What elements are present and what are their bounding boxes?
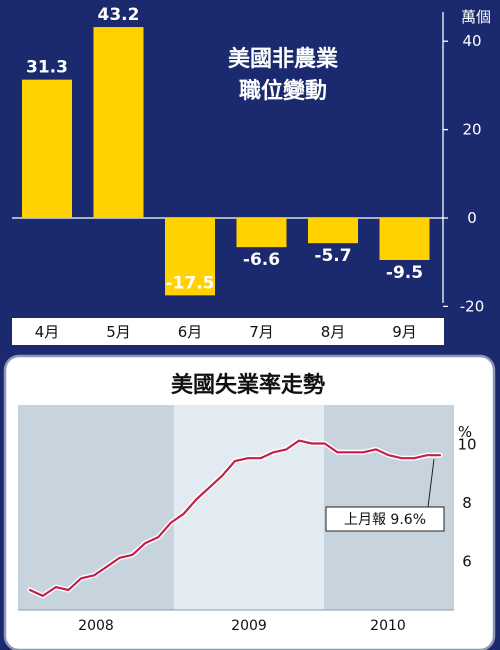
x-axis-year-labels: 2008 2009 2010 [78, 618, 406, 634]
nonfarm-payroll-chart: 美國非農業 職位變動 萬個 40 20 0 -20 31.3 43.2 -17.5 -6.6… [12, 5, 491, 345]
bar-value-label: -17.5 [166, 273, 215, 293]
chart-title-line1: 美國非農業 [228, 46, 339, 72]
category-label: 6月 [178, 323, 203, 341]
bars-group: 31.3 43.2 -17.5 -6.6 -5.7 -9.5 [22, 5, 430, 296]
unemployment-rate-chart: 美國失業率走勢 % 10 8 6 2008 2009 2010 上月報 9.6% [3, 354, 496, 650]
category-label: 4月 [35, 323, 60, 341]
x-year-label: 2008 [78, 618, 114, 634]
plot-band-2008 [18, 405, 174, 610]
bar [379, 218, 430, 260]
plot-band-2009 [174, 405, 324, 610]
y-axis-unit-label: % [458, 423, 472, 441]
y-tick-label: 0 [467, 209, 477, 227]
category-label: 7月 [249, 323, 274, 341]
x-year-label: 2009 [231, 618, 267, 634]
bar-value-label: -9.5 [386, 263, 423, 283]
y-axis-ticks: 40 20 0 -20 [443, 32, 484, 315]
bar [308, 218, 358, 244]
y-tick-label: 6 [462, 553, 472, 571]
unemployment-series-line [28, 439, 442, 597]
bar-value-label: 43.2 [98, 5, 140, 25]
category-label: 8月 [321, 323, 346, 341]
category-labels: 4月 5月 6月 7月 8月 9月 [35, 323, 417, 341]
y-axis-ticks: 10 8 6 [457, 436, 476, 571]
bar [236, 218, 287, 248]
category-strip [12, 318, 444, 345]
bar [93, 27, 144, 218]
y-tick-label: 8 [462, 494, 472, 512]
y-tick-label: 20 [462, 121, 481, 139]
y-tick-label: 40 [462, 32, 481, 50]
callout-box [325, 506, 445, 532]
bar [165, 218, 215, 296]
bar [22, 79, 72, 219]
x-year-label: 2010 [370, 618, 406, 634]
bar-value-label: 31.3 [26, 58, 68, 78]
y-tick-label: -20 [460, 297, 485, 315]
callout-text: 上月報 9.6% [344, 512, 426, 528]
chart-title-line2: 職位變動 [239, 78, 327, 104]
chart-title: 美國失業率走勢 [171, 372, 325, 398]
bar-value-label: -6.6 [243, 250, 280, 270]
category-label: 5月 [106, 323, 131, 341]
y-tick-label: 10 [457, 436, 476, 454]
y-axis-unit-label: 萬個 [461, 8, 491, 26]
bar-value-label: -5.7 [314, 246, 351, 266]
category-label: 9月 [392, 323, 417, 341]
